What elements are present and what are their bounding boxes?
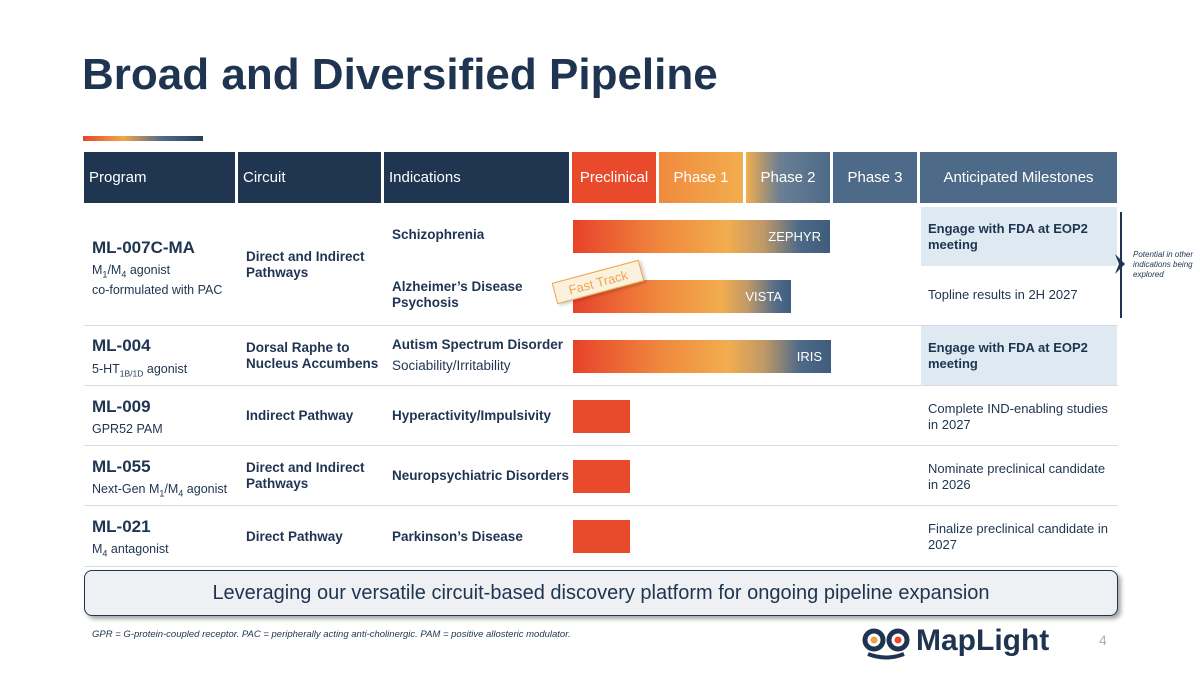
milestone: Engage with FDA at EOP2 meeting (921, 326, 1117, 385)
trial-name: ZEPHYR (768, 229, 821, 244)
indication-label: Parkinson’s Disease (392, 529, 523, 544)
pipeline-bar-iris: IRIS (573, 340, 831, 373)
program-description: Next-Gen M1/M4 agonist (92, 482, 228, 499)
program-name: ML-004 (92, 336, 151, 355)
program-description: M4 antagonist (92, 542, 169, 559)
header-preclinical: Preclinical (572, 152, 656, 203)
footnote: GPR = G-protein-coupled receptor. PAC = … (92, 629, 571, 640)
program-description: M1/M4 agonist co-formulated with PAC (92, 263, 223, 297)
milestone: Nominate preclinical candidate in 2026 (928, 461, 1106, 492)
indication-detail: Sociability/Irritability (392, 358, 511, 373)
pipeline-bar-zephyr: ZEPHYR (573, 220, 830, 253)
header-circuit: Circuit (238, 152, 381, 203)
header-indications: Indications (384, 152, 569, 203)
program-name: ML-009 (92, 397, 151, 416)
indication-label: Alzheimer’s Disease Psychosis (392, 279, 523, 310)
circuit-label: Direct and Indirect Pathways (246, 249, 365, 280)
indication-label: Neuropsychiatric Disorders (392, 468, 570, 483)
row-divider (84, 566, 1118, 567)
pipeline-bar (573, 460, 630, 493)
program-name: ML-007C-MA (92, 238, 195, 257)
milestone: Engage with FDA at EOP2 meeting (921, 207, 1117, 266)
side-note: Potential in other indications being exp… (1133, 250, 1194, 279)
header-milestones: Anticipated Milestones (920, 152, 1117, 203)
row-divider (84, 325, 1118, 326)
program-description: 5-HT1B/1D agonist (92, 362, 188, 379)
indication-label: Autism Spectrum Disorder (392, 337, 564, 352)
circuit-label: Direct and Indirect Pathways (246, 460, 365, 491)
pipeline-bar (573, 400, 630, 433)
header-phase3: Phase 3 (833, 152, 917, 203)
row-divider (84, 385, 1118, 386)
circuit-label: Dorsal Raphe to Nucleus Accumbens (246, 340, 379, 371)
header-program: Program (84, 152, 235, 203)
circuit-label: Indirect Pathway (246, 408, 354, 423)
program-description: GPR52 PAM (92, 422, 163, 436)
indication-label: Schizophrenia (392, 227, 485, 242)
header-phase1: Phase 1 (659, 152, 743, 203)
milestone: Complete IND-enabling studies in 2027 (928, 401, 1108, 432)
platform-banner: Leveraging our versatile circuit-based d… (84, 570, 1118, 616)
chevron-right-icon (1115, 254, 1125, 274)
page-title: Broad and Diversified Pipeline (82, 50, 718, 99)
title-accent-bar (83, 136, 203, 141)
row-divider (84, 505, 1118, 506)
maplight-logo-text: MapLight (916, 624, 1050, 657)
milestone: Topline results in 2H 2027 (928, 287, 1078, 302)
indication-label: Hyperactivity/Impulsivity (392, 408, 552, 423)
program-name: ML-021 (92, 517, 151, 536)
program-name: ML-055 (92, 457, 151, 476)
pipeline-bar (573, 520, 630, 553)
header-phase2: Phase 2 (746, 152, 830, 203)
trial-name: VISTA (745, 289, 782, 304)
trial-name: IRIS (796, 349, 822, 364)
milestone: Finalize preclinical candidate in 2027 (928, 521, 1108, 552)
maplight-logo-icon (862, 628, 910, 660)
circuit-label: Direct Pathway (246, 529, 343, 544)
page-number: 4 (1099, 632, 1107, 648)
row-divider (84, 445, 1118, 446)
